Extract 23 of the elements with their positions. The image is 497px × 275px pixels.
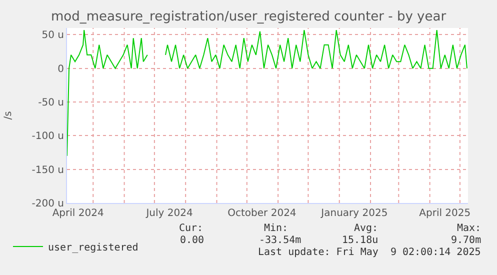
text: 9.70m xyxy=(451,235,482,246)
text: Last update: Fri May 9 02:00:14 2025 xyxy=(258,247,481,258)
chart-title: mod_measure_registration/user_registered counter - by year xyxy=(50,10,447,25)
y-tick-label: -50 u xyxy=(38,98,64,109)
y-axis-title: /s xyxy=(2,111,14,120)
text: Min: xyxy=(264,223,288,234)
y-tick-label: 0 xyxy=(58,64,64,75)
text: Avg: xyxy=(354,223,378,234)
x-tick-label: January 2025 xyxy=(320,208,388,219)
x-tick-label: April 2025 xyxy=(419,208,471,219)
y-tick-label: 50 u xyxy=(42,30,64,42)
y-tick-label: -100 u xyxy=(32,131,64,142)
y-tick-label: -200 u xyxy=(32,198,64,210)
text: -33.54m xyxy=(259,235,302,246)
legend-label: user_registered xyxy=(48,242,138,254)
text: 15.18u xyxy=(342,235,378,246)
text: 0.00 xyxy=(180,235,204,246)
text: Max: xyxy=(457,223,482,234)
x-tick-label: April 2024 xyxy=(52,208,104,219)
text: Cur: xyxy=(179,223,204,234)
x-tick-label: October 2024 xyxy=(228,208,296,219)
y-tick-label: -150 u xyxy=(32,164,64,176)
x-tick-label: July 2024 xyxy=(145,208,193,219)
